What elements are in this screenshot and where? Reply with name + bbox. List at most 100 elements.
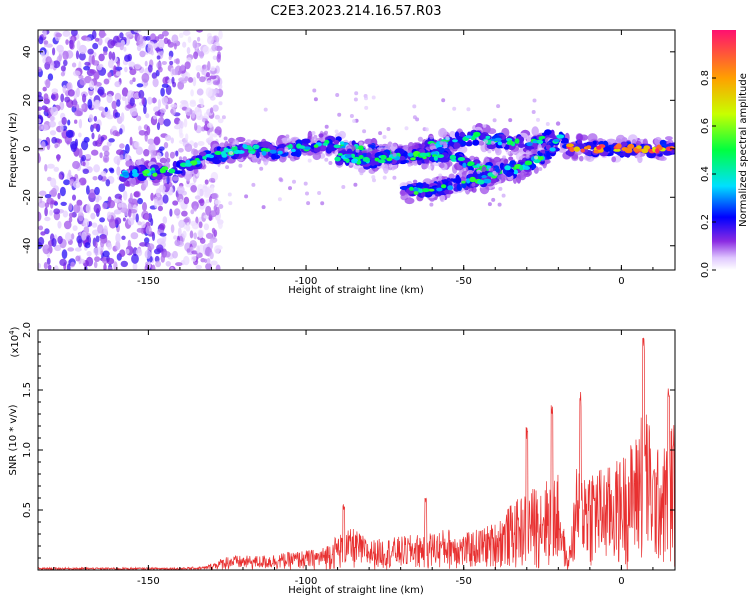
noise-blob xyxy=(193,205,197,212)
ridge-core xyxy=(483,178,492,184)
noise-blob xyxy=(130,232,139,240)
ridge-body xyxy=(333,140,340,145)
noise-blob xyxy=(131,253,139,264)
noise-blob xyxy=(118,183,126,192)
ridge-halo xyxy=(448,173,455,180)
noise-blob xyxy=(100,239,105,248)
noise-blob xyxy=(85,203,92,214)
noise-blob xyxy=(160,108,166,113)
noise-blob xyxy=(124,54,131,62)
noise-blob xyxy=(86,250,92,257)
ridge-core xyxy=(537,139,544,145)
noise-blob xyxy=(158,39,165,50)
noise-blob xyxy=(91,222,98,228)
noise-blob xyxy=(68,169,72,178)
noise-blob xyxy=(119,42,124,51)
ridge-body xyxy=(366,152,372,158)
noise-blob xyxy=(209,131,213,140)
noise-blob xyxy=(61,117,67,125)
noise-blob xyxy=(49,115,56,122)
noise-blob xyxy=(206,80,213,86)
snr-scale-label: (x104) xyxy=(8,326,21,357)
noise-blob xyxy=(141,96,145,106)
noise-blob xyxy=(38,95,44,103)
snr-ylabel: SNR (10 * v/v) xyxy=(8,404,19,475)
noise-blob xyxy=(43,40,49,45)
noise-blob xyxy=(140,221,146,229)
noise-blob xyxy=(93,203,101,214)
noise-blob xyxy=(114,81,121,88)
outlier-blob xyxy=(508,118,513,123)
noise-blob xyxy=(108,138,115,143)
noise-blob xyxy=(121,87,129,97)
ridge-core xyxy=(237,150,245,154)
noise-blob xyxy=(193,232,197,240)
noise-blob xyxy=(39,196,43,204)
noise-blob xyxy=(68,202,73,211)
ridge-core xyxy=(580,148,585,153)
noise-blob xyxy=(184,61,191,70)
noise-blob xyxy=(192,76,197,87)
noise-blob xyxy=(144,60,148,67)
noise-blob xyxy=(173,124,181,130)
noise-blob xyxy=(55,32,62,38)
ridge-core xyxy=(596,145,602,150)
noise-blob xyxy=(195,65,203,72)
ridge-core xyxy=(481,175,488,179)
noise-blob xyxy=(44,106,49,113)
noise-blob xyxy=(89,80,95,91)
noise-blob xyxy=(60,93,65,103)
spectrogram-axes: -150 -100 -50 0 -40 -20 0 20 40 xyxy=(22,30,675,287)
noise-blob xyxy=(161,83,169,88)
noise-blob xyxy=(40,49,45,58)
ridge-core xyxy=(168,168,176,174)
noise-blob xyxy=(171,76,175,84)
noise-blob xyxy=(75,50,80,60)
outlier-blob xyxy=(337,112,342,117)
noise-blob xyxy=(161,61,167,65)
ridge-core xyxy=(447,185,454,191)
noise-blob xyxy=(145,35,151,41)
noise-blob xyxy=(107,266,113,270)
outlier-blob xyxy=(479,162,484,167)
ridge-core xyxy=(269,149,277,154)
noise-blob xyxy=(106,211,112,220)
outlier-blob xyxy=(386,127,391,131)
noise-blob xyxy=(83,136,90,143)
ridge-body xyxy=(172,170,183,175)
noise-blob xyxy=(116,149,124,156)
noise-blob xyxy=(216,53,221,63)
noise-blob xyxy=(127,239,132,250)
snr-xtick-label: 0 xyxy=(618,576,624,587)
ridge-core xyxy=(350,153,356,158)
ridge-core xyxy=(524,166,530,170)
ridge-halo xyxy=(312,151,322,161)
outlier-blob xyxy=(324,130,328,135)
noise-blob xyxy=(214,245,220,254)
outlier-blob xyxy=(525,154,530,159)
noise-blob xyxy=(156,122,161,131)
noise-blob xyxy=(197,187,201,198)
ridge-core xyxy=(641,148,649,154)
ridge-core xyxy=(261,150,267,156)
noise-blob xyxy=(207,60,211,71)
noise-blob xyxy=(190,209,195,215)
noise-blob xyxy=(56,154,60,162)
noise-blob xyxy=(106,93,113,104)
noise-blob xyxy=(114,112,121,118)
noise-blob xyxy=(156,152,162,160)
ridge-body xyxy=(255,150,260,159)
noise-blob xyxy=(157,117,165,126)
ridge-body xyxy=(444,189,450,195)
ridge-core xyxy=(322,142,328,146)
outlier-blob xyxy=(324,124,329,129)
noise-blob xyxy=(150,192,154,201)
noise-blob xyxy=(204,258,208,263)
ridge-core xyxy=(452,139,458,143)
noise-blob xyxy=(175,150,179,157)
noise-blob xyxy=(44,216,51,222)
noise-blob xyxy=(47,264,52,270)
noise-blob xyxy=(173,43,177,50)
noise-blob xyxy=(39,190,47,196)
ridge-halo xyxy=(579,155,584,162)
